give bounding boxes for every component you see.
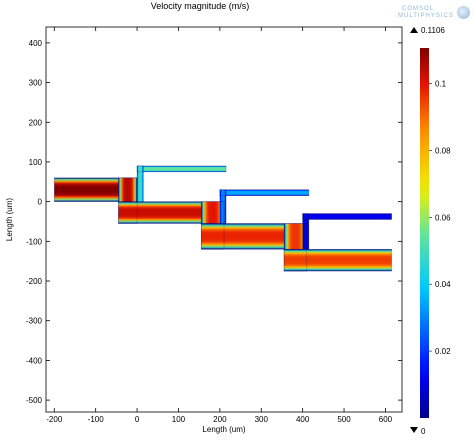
y-axis-label: Length (um) [5, 198, 14, 241]
colorbar: 0.02 0.04 0.06 0.08 0.1 0.1106 0 [410, 26, 451, 436]
channel-side-branch-stem [219, 189, 227, 224]
y-tick-label: 0 [38, 198, 43, 207]
colorbar-scale [420, 48, 429, 418]
colorbar-tick-label: 0.06 [435, 213, 451, 222]
logo-text-line1: COMSOL [402, 6, 435, 12]
x-axis-label: Length (um) [202, 425, 245, 434]
colorbar-tick-label: 0.02 [435, 347, 451, 356]
channel-outline [118, 201, 225, 224]
colorbar-min-label: 0 [421, 427, 426, 436]
channel-outline [302, 213, 392, 220]
x-tick-label: 300 [255, 415, 269, 424]
y-tick-label: 200 [29, 118, 43, 127]
channel-outline [200, 201, 225, 250]
x-tick-label: 0 [135, 415, 140, 424]
y-tick-label: -100 [26, 237, 43, 246]
y-tick-label: -500 [26, 396, 43, 405]
channel-main-inlet [54, 177, 138, 202]
channel-side-branch [302, 213, 392, 220]
min-triangle-icon [410, 427, 418, 433]
comsol-logo: COMSOL MULTIPHYSICS [398, 4, 472, 22]
channel-segment [118, 201, 224, 224]
plot-area [53, 165, 392, 272]
chart-title: Velocity magnitude (m/s) [150, 1, 250, 11]
y-tick-label: -200 [26, 277, 43, 286]
logo-text-line2: MULTIPHYSICS [398, 13, 454, 19]
x-tick-label: -200 [46, 415, 63, 424]
channel-outline [283, 248, 392, 272]
y-tick-label: -400 [26, 356, 43, 365]
y-tick-label: 100 [29, 158, 43, 167]
colorbar-max-label: 0.1106 [421, 26, 445, 35]
x-tick-label: -100 [88, 415, 105, 424]
channel-side-branch [219, 189, 309, 196]
x-tick-label: 600 [379, 415, 393, 424]
max-triangle-icon [410, 27, 418, 33]
logo-globe-icon [457, 6, 470, 19]
channel-outline [53, 177, 138, 202]
x-tick-label: 500 [337, 415, 351, 424]
channel-outline [136, 165, 144, 202]
channel-outline [200, 223, 308, 250]
x-tick-label: 400 [296, 415, 310, 424]
colorbar-tick-label: 0.08 [435, 146, 451, 155]
channel-outline [283, 223, 308, 272]
y-tick-label: 400 [29, 39, 43, 48]
channel-outline [302, 213, 310, 250]
x-tick-label: 100 [172, 415, 186, 424]
y-tick-label: -300 [26, 317, 43, 326]
channel-outline [136, 165, 227, 173]
channel-outline [219, 189, 227, 224]
channel-side-branch-stem [137, 165, 144, 202]
plot-frame [45, 26, 403, 413]
colorbar-tick-label: 0.1 [435, 79, 447, 88]
channel-outline [219, 189, 310, 196]
channel-side-branch [137, 165, 227, 172]
channel-side-branch-stem [302, 213, 309, 250]
channel-segment [284, 249, 392, 272]
x-tick-label: 200 [213, 415, 227, 424]
y-tick-label: 300 [29, 79, 43, 88]
colorbar-tick-label: 0.04 [435, 280, 451, 289]
channel-outline [118, 177, 138, 224]
axes: -200 -100 0 100 200 300 400 500 600 400 300 200 100 0… [5, 26, 403, 434]
